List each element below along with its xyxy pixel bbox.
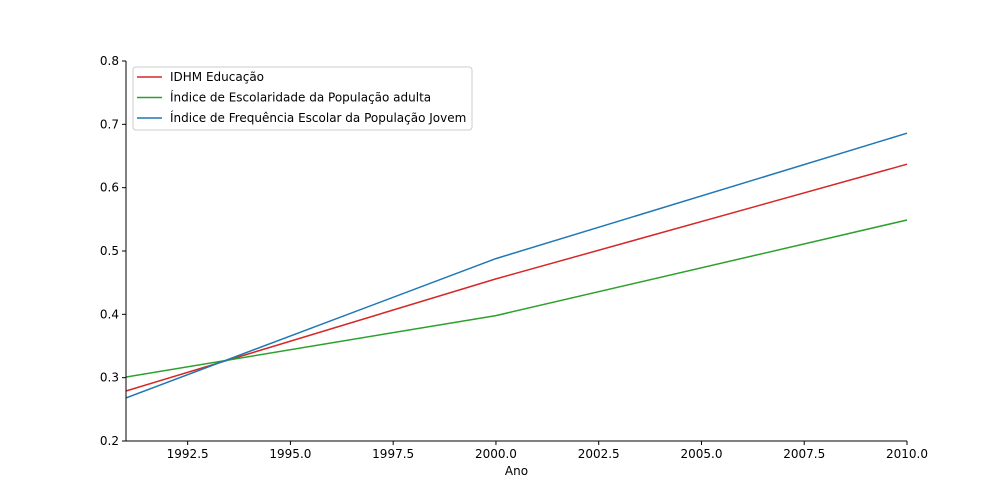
x-tick-label: 2005.0	[680, 447, 722, 461]
x-tick-label: 2007.5	[783, 447, 825, 461]
y-tick-label: 0.7	[100, 117, 119, 131]
legend-label-3: Índice de Frequência Escolar da Populaçã…	[170, 110, 466, 125]
x-tick-label: 1997.5	[372, 447, 414, 461]
series-line-2	[125, 219, 908, 378]
y-tick-label: 0.2	[100, 434, 119, 448]
y-axis-ticks: 0.2 0.3 0.4 0.5 0.6 0.7 0.8	[100, 54, 126, 448]
x-axis-ticks: 1992.5 1995.0 1997.5 2000.0 2002.5 2005.0 2007…	[167, 441, 928, 461]
y-tick-label: 0.5	[100, 244, 119, 258]
y-tick-label: 0.8	[100, 54, 119, 68]
y-tick-label: 0.6	[100, 181, 119, 195]
x-tick-label: 2000.0	[475, 447, 517, 461]
x-tick-label: 2010.0	[886, 447, 928, 461]
series-line-1	[125, 163, 908, 392]
x-tick-label: 1992.5	[167, 447, 209, 461]
y-tick-label: 0.4	[100, 307, 119, 321]
legend-label-2: Índice de Escolaridade da População adul…	[170, 90, 431, 105]
y-tick-label: 0.3	[100, 371, 119, 385]
x-tick-label: 1995.0	[269, 447, 311, 461]
series-line-3	[125, 132, 908, 399]
x-tick-label: 2002.5	[578, 447, 620, 461]
legend-box	[132, 66, 473, 131]
series-lines	[125, 132, 908, 399]
legend: IDHM Educação Índice de Escolaridade da P…	[132, 66, 473, 131]
legend-label-1: IDHM Educação	[170, 70, 264, 84]
x-axis-title: Ano	[505, 464, 528, 478]
